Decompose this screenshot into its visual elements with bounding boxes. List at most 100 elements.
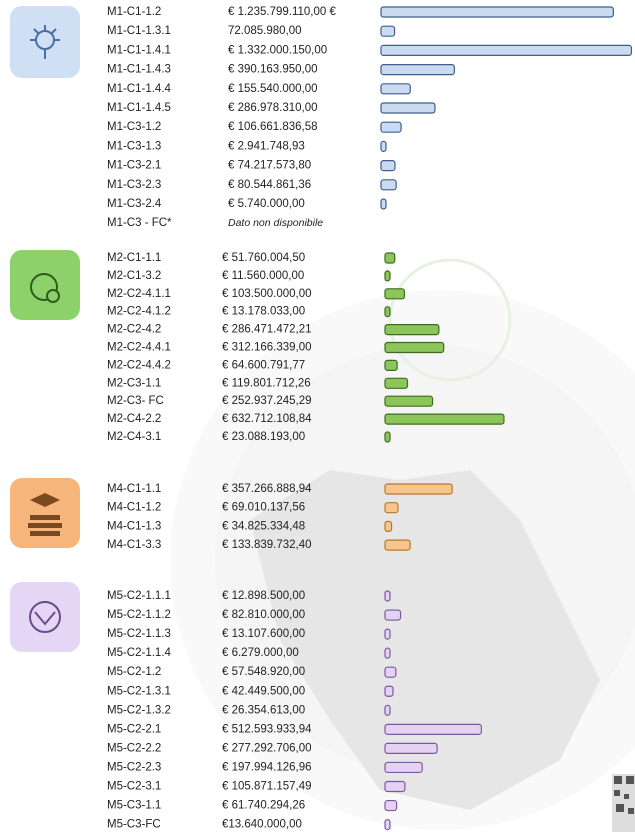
row-label: M5-C2-2.3 [107, 761, 161, 773]
value-label: € 69.010.137,56 [222, 502, 305, 514]
bar [380, 63, 455, 76]
row-label: M4-C1-1.1 [107, 483, 161, 495]
value-label: € 155.540.000,00 [228, 83, 318, 95]
value-label: € 119.801.712,26 [222, 377, 311, 389]
bar [384, 685, 394, 697]
bar [380, 25, 396, 37]
row-label: M4-C1-3.3 [107, 539, 161, 551]
row-label: M1-C3-1.2 [107, 121, 161, 133]
row-label: M5-C2-1.1.4 [107, 647, 172, 659]
row-label: M5-C2-3.1 [107, 781, 161, 793]
value-label: € 512.593.933,94 [222, 723, 312, 735]
row-label: M5-C3-FC [107, 819, 161, 831]
icon-m1 [10, 6, 80, 78]
bar [384, 666, 397, 678]
value-label: € 390.163.950,00 [228, 64, 318, 76]
row-label: M2-C2-4.2 [107, 324, 161, 336]
row-label: M5-C2-1.1.3 [107, 628, 171, 640]
value-label: € 26.354.613,00 [222, 704, 305, 716]
bar [380, 121, 402, 133]
row-label: M1-C3-2.1 [107, 160, 161, 172]
bar [384, 483, 453, 495]
row-label: M1-C1-1.4.4 [107, 83, 172, 95]
value-label: € 103.500.000,00 [222, 288, 312, 300]
row-label: M1-C1-1.4.3 [107, 64, 171, 76]
icon-m4 [10, 478, 80, 548]
row-label: M5-C2-1.3.2 [107, 704, 171, 716]
row-label: M2-C2-4.1.2 [107, 306, 171, 318]
row-label: M1-C3-1.3 [107, 140, 161, 152]
bar [380, 83, 411, 95]
value-label: € 82.810.000,00 [222, 609, 305, 621]
bar [384, 341, 445, 354]
row-label: M5-C2-1.1.1 [107, 590, 171, 602]
value-label: € 74.217.573,80 [228, 160, 311, 172]
bar [384, 609, 402, 621]
value-label: € 51.760.004,50 [222, 252, 305, 264]
bar [384, 306, 391, 318]
row-label: M5-C2-2.1 [107, 723, 161, 735]
bar [384, 704, 391, 716]
value-label: € 632.712.108,84 [222, 413, 312, 425]
row-label: M2-C2-4.4.1 [107, 342, 171, 354]
bar [384, 628, 391, 640]
bar [380, 198, 387, 210]
bar [384, 818, 391, 831]
value-label: € 312.166.339,00 [222, 342, 312, 354]
value-label: € 133.839.732,40 [222, 539, 312, 551]
bar [384, 799, 398, 812]
value-label: € 42.449.500,00 [222, 685, 305, 697]
bar [384, 324, 440, 336]
value-label: € 197.994.126,96 [222, 761, 312, 773]
bar [384, 723, 482, 735]
bar [384, 742, 438, 755]
bar [380, 179, 397, 191]
bar [384, 780, 406, 793]
row-label: M1-C3-2.4 [107, 198, 162, 210]
value-label: € 13.178.033,00 [222, 306, 305, 318]
value-label: 72.085.980,00 [228, 25, 302, 37]
bar [384, 431, 391, 443]
bar [384, 590, 391, 602]
row-label: M2-C3- FC [107, 395, 164, 407]
row-label: M1-C1-1.4.1 [107, 44, 171, 56]
value-label: € 61.740.294,26 [222, 800, 305, 812]
value-label: € 5.740.000,00 [228, 198, 305, 210]
background-map [170, 258, 635, 830]
value-label: € 57.548.920,00 [222, 666, 305, 678]
value-label: € 286.978.310,00 [228, 102, 318, 114]
bar [384, 647, 391, 659]
bar [380, 140, 387, 152]
bar [384, 520, 393, 533]
row-label: M2-C3-1.1 [107, 377, 161, 389]
row-label: M4-C1-1.2 [107, 502, 161, 514]
bar [380, 6, 614, 18]
row-label: M5-C2-1.1.2 [107, 609, 171, 621]
row-label: M2-C4-3.1 [107, 431, 161, 443]
value-label: € 13.107.600,00 [222, 628, 305, 640]
bar [384, 252, 396, 264]
bar [384, 761, 423, 774]
row-label: M5-C3-1.1 [107, 800, 161, 812]
row-label: M1-C3-2.3 [107, 179, 161, 191]
row-label: M1-C3 - FC* [107, 217, 172, 229]
value-label: Dato non disponibile [228, 217, 323, 229]
value-label: € 12.898.500,00 [222, 590, 305, 602]
value-label: € 23.088.193,00 [222, 431, 305, 443]
bar [384, 413, 505, 425]
bar [380, 160, 396, 172]
value-label: € 2.941.748,93 [228, 140, 305, 152]
row-label: M1-C1-1.4.5 [107, 102, 171, 114]
value-label: € 1.235.799.110,00 € [228, 6, 336, 18]
bar [380, 44, 633, 57]
row-label: M5-C2-2.2 [107, 742, 161, 754]
bar [380, 102, 436, 114]
icon-m2 [10, 250, 80, 320]
value-label: €13.640.000,00 [222, 819, 302, 831]
value-label: € 106.661.836,58 [228, 121, 318, 133]
qr-code [612, 774, 635, 832]
value-label: € 34.825.334,48 [222, 520, 305, 532]
bar [384, 539, 411, 551]
row-label: M4-C1-1.3 [107, 520, 161, 532]
